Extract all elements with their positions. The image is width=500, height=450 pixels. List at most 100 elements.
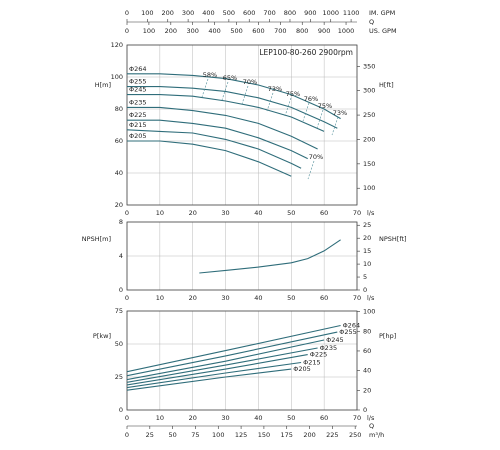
y2-tick-label: 300 [363, 87, 375, 95]
series-label: Φ245 [129, 86, 147, 94]
y-tick-label: 8 [119, 218, 123, 226]
axis-tick-label: 50 [168, 431, 176, 439]
x-tick-label: 0 [125, 414, 129, 422]
y-tick-label: 100 [111, 73, 123, 81]
plot-frame [126, 221, 358, 291]
series-label: Φ245 [326, 336, 344, 344]
efficiency-label: 76% [304, 95, 318, 103]
curve [127, 106, 318, 150]
x-tick-label: 70 [353, 414, 361, 422]
efficiency-label: 73% [333, 109, 347, 117]
efficiency-line [284, 97, 292, 117]
x-tick-label: 10 [156, 294, 164, 302]
axis-tick-label: 700 [263, 9, 275, 17]
y-tick-label: 40 [115, 169, 123, 177]
x-tick-label: 30 [221, 209, 229, 217]
x-tick-label: 10 [156, 414, 164, 422]
axis-title: Q [369, 422, 374, 430]
x-axis-label: l/s [367, 294, 375, 302]
y2-tick-label: 5 [363, 273, 367, 281]
y-tick-label: 4 [119, 252, 123, 260]
series-label: Φ255 [339, 328, 357, 336]
axis-tick-label: 1000 [338, 27, 355, 35]
y-axis-label: H[m] [95, 81, 111, 89]
y-tick-label: 120 [111, 41, 123, 49]
curve [126, 339, 325, 381]
x-tick-label: 40 [254, 294, 262, 302]
axis-tick-label: 600 [252, 27, 264, 35]
y-tick-label: 50 [115, 340, 123, 348]
y2-tick-label: 15 [363, 247, 371, 255]
x-tick-label: 0 [125, 294, 129, 302]
y-tick-label: 25 [115, 373, 123, 381]
axis-tick-label: 800 [284, 9, 296, 17]
efficiency-line [331, 116, 339, 136]
y2-tick-label: 25 [363, 221, 371, 229]
y-tick-label: 20 [115, 201, 123, 209]
curve [127, 94, 325, 132]
axis-tick-label: 500 [230, 27, 242, 35]
y2-tick-label: 100 [363, 308, 375, 316]
curve [126, 354, 308, 386]
axis-tick-label: 900 [304, 9, 316, 17]
axis-tick-label: 600 [243, 9, 255, 17]
curve [126, 368, 292, 391]
curve [126, 347, 318, 383]
y2-axis-label: P[hp] [379, 332, 396, 340]
axis-tick-label: 200 [165, 27, 177, 35]
y2-tick-label: 0 [363, 406, 367, 414]
series-label: Φ205 [293, 365, 311, 373]
axis-tick-label: 100 [143, 27, 155, 35]
curve [127, 86, 338, 129]
axis-tick-label: 400 [202, 9, 214, 17]
x-tick-label: 20 [189, 414, 197, 422]
y-axis-label: P[kw] [93, 332, 111, 340]
series-label: Φ235 [129, 98, 147, 106]
y2-tick-label: 100 [363, 184, 375, 192]
y2-tick-label: 60 [363, 347, 371, 355]
axis-tick-label: 100 [212, 431, 224, 439]
y2-tick-label: 20 [363, 234, 371, 242]
axis-tick-label: 200 [303, 431, 315, 439]
axis-tick-label: 300 [187, 27, 199, 35]
axis-tick-label: 900 [318, 27, 330, 35]
y-tick-label: 75 [115, 307, 123, 315]
axis-tick-label: 800 [296, 27, 308, 35]
x-tick-label: 40 [254, 209, 262, 217]
efficiency-line [266, 92, 274, 112]
axis-tick-label: 400 [208, 27, 220, 35]
axis-tick-label: 1000 [322, 9, 339, 17]
x-tick-label: 50 [287, 294, 295, 302]
x-tick-label: 60 [320, 414, 328, 422]
curve [126, 129, 302, 169]
axis-title: Q [369, 18, 374, 26]
curve [127, 119, 308, 160]
x-tick-label: 10 [156, 209, 164, 217]
x-axis-label: l/s [367, 414, 375, 422]
axis-tick-label: 25 [146, 431, 154, 439]
x-tick-label: 20 [189, 294, 197, 302]
efficiency-line [241, 85, 249, 105]
x-tick-label: 40 [254, 414, 262, 422]
curve [126, 331, 338, 377]
y-tick-label: 0 [119, 286, 123, 294]
y-tick-label: 0 [119, 406, 123, 414]
y2-tick-label: 200 [363, 135, 375, 143]
y2-tick-label: 0 [363, 286, 367, 294]
efficiency-label: 75% [286, 90, 300, 98]
y2-tick-label: 80 [363, 327, 371, 335]
axis-tick-label: 300 [182, 9, 194, 17]
efficiency-line [307, 160, 315, 180]
series-label: Φ235 [320, 344, 338, 352]
y2-tick-label: 40 [363, 367, 371, 375]
efficiency-label: 65% [223, 74, 237, 82]
y2-tick-label: 250 [363, 111, 375, 119]
efficiency-label: 73% [268, 85, 282, 93]
curve [127, 140, 292, 177]
efficiency-line [316, 109, 324, 129]
x-tick-label: 60 [320, 294, 328, 302]
series-label: Φ255 [129, 78, 147, 86]
series-label: Φ225 [129, 111, 147, 119]
axis-tick-label: 0 [125, 9, 129, 17]
